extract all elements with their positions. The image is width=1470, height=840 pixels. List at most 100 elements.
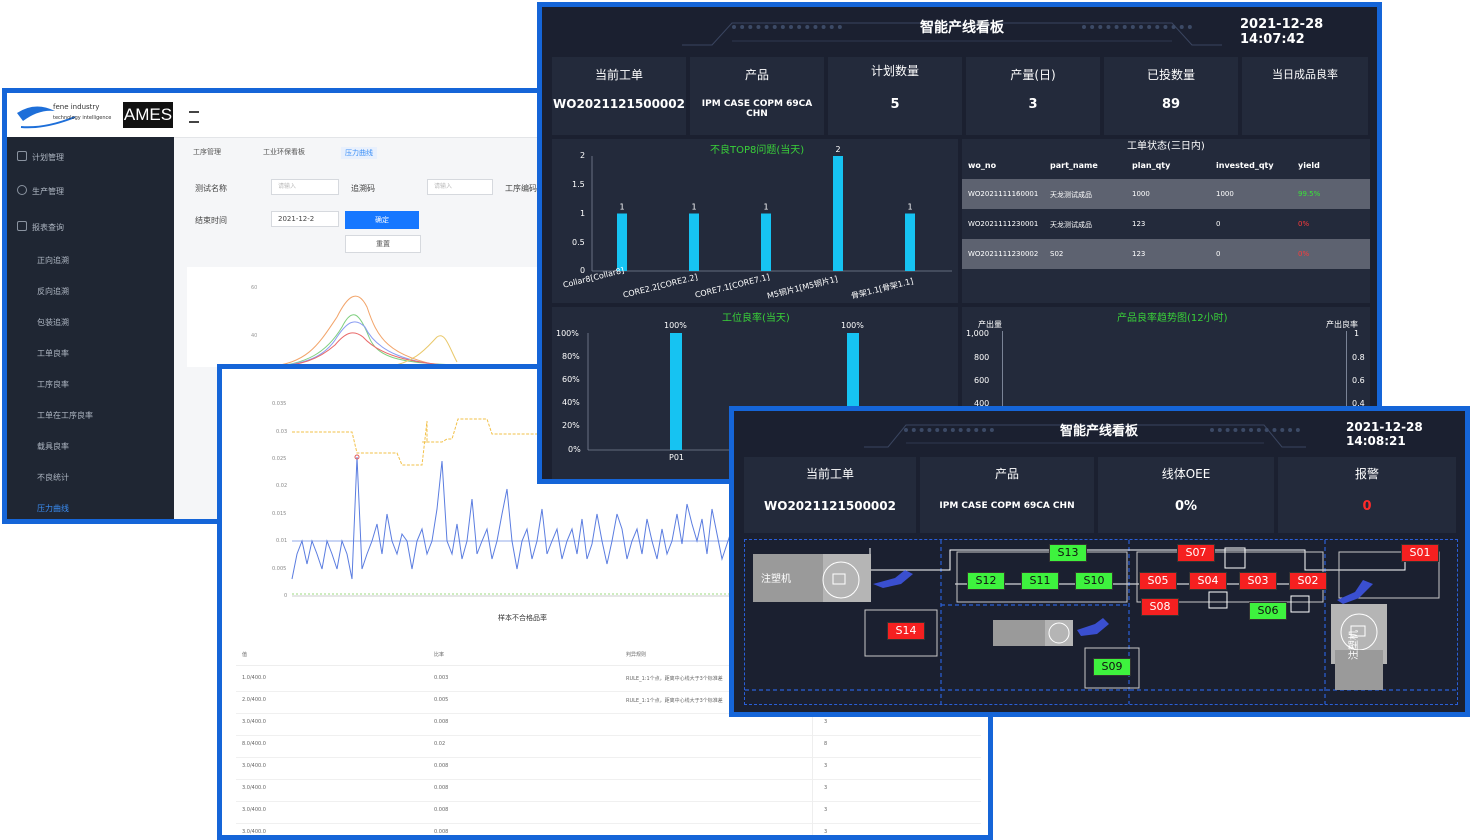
filter-form: 测试名称 请输入 追溯码 请输入 工序编码 结束时间 2021-12-2 确定 … bbox=[179, 173, 542, 253]
submenu-item[interactable]: 工单良率 bbox=[37, 349, 69, 358]
submenu-item-active[interactable]: 压力曲线 bbox=[37, 504, 69, 513]
sidebar-item-reports[interactable]: 报表查询 bbox=[17, 221, 64, 233]
sidebar-item-plan[interactable]: 计划管理 bbox=[17, 151, 64, 163]
submenu-item[interactable]: 工单在工序良率 bbox=[37, 411, 93, 420]
station-s10[interactable]: S10 bbox=[1075, 572, 1113, 590]
grid-icon bbox=[17, 221, 27, 231]
kpi-product: 产品 IPM CASE COPM 69CA CHN bbox=[690, 57, 824, 135]
pressure-chart: 60 40 bbox=[187, 267, 542, 367]
y-tick: 0.005 bbox=[272, 566, 287, 572]
tab-process[interactable]: 工序管理 bbox=[193, 148, 221, 156]
station-yield-title: 工位良率(当天) bbox=[722, 313, 790, 324]
spc-chart: 0.035 0.03 0.025 0.02 0.015 0.01 0.005 0… bbox=[222, 369, 988, 629]
y-tick: 1,000 bbox=[966, 329, 989, 338]
kpi-line-oee: 线体OEE 0% bbox=[1098, 457, 1274, 533]
station-s01[interactable]: S01 bbox=[1401, 544, 1439, 562]
table-header: 值 比率 判异规则 bbox=[236, 645, 981, 666]
y-tick: 80% bbox=[562, 352, 580, 361]
station-s08[interactable]: S08 bbox=[1141, 598, 1179, 616]
table-row: 3.0/400.0 0.008 3 bbox=[242, 829, 828, 835]
sidebar-item-production[interactable]: 生产管理 bbox=[17, 185, 64, 197]
table-row: 1.0/400.0 0.003 RULE_1:1个点，距离中心线大于3个标准差 bbox=[236, 669, 981, 692]
end-time-input[interactable]: 2021-12-2 bbox=[271, 211, 339, 227]
station-s06[interactable]: S06 bbox=[1249, 602, 1287, 620]
bar-label: 100% bbox=[841, 321, 864, 330]
submenu-item[interactable]: 载具良率 bbox=[37, 442, 69, 451]
confirm-button[interactable]: 确定 bbox=[345, 211, 419, 229]
tab-pressure[interactable]: 压力曲线 bbox=[341, 147, 377, 159]
kpi-daily-output: 产量(日) 3 bbox=[966, 57, 1100, 135]
top8-bar-value: 1 bbox=[907, 203, 912, 212]
spc-table: 值 比率 判异规则 1.0/400.0 0.003 RULE_1:1个点，距离中… bbox=[236, 645, 981, 835]
work-order-label: 工序编码 bbox=[505, 184, 537, 193]
station-s09[interactable]: S09 bbox=[1093, 658, 1131, 676]
top8-bar bbox=[761, 213, 771, 271]
wo-status-title: 工单状态(三日内) bbox=[1127, 141, 1205, 152]
col-header: 判异规则 bbox=[626, 652, 647, 658]
tabs-bar: 工序管理 工业环保看板 压力曲线 bbox=[179, 143, 542, 161]
trend-title: 产品良率趋势图(12小时) bbox=[1117, 313, 1228, 324]
board-time: 2021-12-28 14:08:21 bbox=[1346, 420, 1423, 448]
menu-toggle-icon[interactable] bbox=[189, 111, 199, 123]
submenu-item[interactable]: 包装追溯 bbox=[37, 318, 69, 327]
y-tick: 1.5 bbox=[572, 180, 585, 189]
station-s12[interactable]: S12 bbox=[967, 572, 1005, 590]
kpi-plan-qty: 计划数量 5 bbox=[828, 57, 962, 135]
top8-bar bbox=[617, 213, 627, 271]
board-time: 2021-12-28 14:07:42 bbox=[1240, 17, 1324, 47]
station-s13[interactable]: S13 bbox=[1049, 544, 1087, 562]
wo-table-header: wo_no part_name plan_qty invested_qty yi… bbox=[968, 161, 1320, 170]
top8-bar-value: 1 bbox=[763, 203, 768, 212]
machine-label-left: 注塑机 bbox=[761, 574, 791, 585]
right-axis bbox=[1346, 331, 1347, 479]
station-s11[interactable]: S11 bbox=[1021, 572, 1059, 590]
kpi-work-order: 当前工单 WO2021121500002 bbox=[744, 457, 916, 533]
test-name-input[interactable]: 请输入 bbox=[271, 179, 339, 195]
wo-table-row: WO2021111230001 天龙测试成品 123 0 0% bbox=[968, 220, 1310, 229]
trace-code-label: 追溯码 bbox=[351, 184, 375, 193]
header-frame-icon bbox=[682, 22, 1222, 46]
header-dots-left bbox=[904, 428, 994, 436]
y-tick: 1 bbox=[1354, 329, 1360, 338]
y-tick: 400 bbox=[974, 399, 990, 408]
header-dots-left bbox=[732, 25, 842, 33]
y-tick: 800 bbox=[974, 353, 990, 362]
left-axis bbox=[1002, 331, 1003, 479]
submenu-item[interactable]: 正向追溯 bbox=[37, 256, 69, 265]
station-s07[interactable]: S07 bbox=[1177, 544, 1215, 562]
header-dots-right bbox=[1210, 428, 1300, 436]
submenu-item[interactable]: 不良统计 bbox=[37, 473, 69, 482]
reset-button[interactable]: 重置 bbox=[345, 235, 421, 253]
y-tick: 60% bbox=[562, 375, 580, 384]
calendar-icon bbox=[17, 151, 27, 161]
y-tick: 0.6 bbox=[1352, 376, 1365, 385]
logo-swoosh-icon bbox=[17, 106, 76, 129]
submenu-item[interactable]: 反向追溯 bbox=[37, 287, 69, 296]
x-tick-label: P01 bbox=[669, 453, 685, 462]
logo-sub-1: fene industry bbox=[53, 103, 100, 111]
wo-status-panel: 工单状态(三日内) wo_no part_name plan_qty inves… bbox=[962, 139, 1370, 303]
bar-label: 100% bbox=[664, 321, 687, 330]
station-s05[interactable]: S05 bbox=[1139, 572, 1177, 590]
y-tick: 0.03 bbox=[276, 429, 288, 435]
submenu-item[interactable]: 工序良率 bbox=[37, 380, 69, 389]
tab-eco-board[interactable]: 工业环保看板 bbox=[263, 148, 305, 156]
y-tick: 0% bbox=[568, 445, 581, 454]
pressure-curves bbox=[266, 295, 468, 367]
y-tick: 600 bbox=[974, 376, 990, 385]
col-header: 比率 bbox=[434, 652, 445, 658]
header-bar: fene industry technology intelligence AM… bbox=[7, 93, 542, 138]
right-axis-label: 产出良率 bbox=[1326, 320, 1358, 329]
station-s03[interactable]: S03 bbox=[1239, 572, 1277, 590]
line-layout: 注塑机 注塑机 S13 S12 S11 S10 S07 S05 S04 S03 … bbox=[744, 539, 1458, 705]
trace-code-input[interactable]: 请输入 bbox=[427, 179, 493, 195]
station-s04[interactable]: S04 bbox=[1189, 572, 1227, 590]
station-s14[interactable]: S14 bbox=[887, 622, 925, 640]
mes-admin-window: fene industry technology intelligence AM… bbox=[2, 88, 547, 524]
top8-bar-value: 2 bbox=[835, 145, 840, 154]
wo-table-row: WO2021111160001 天龙测试成品 1000 1000 99.5% bbox=[962, 179, 1370, 209]
top8-bar-chart: 1 1 1 2 1 bbox=[591, 145, 952, 272]
ames-logo: AMES bbox=[123, 102, 173, 128]
station-s02[interactable]: S02 bbox=[1289, 572, 1327, 590]
